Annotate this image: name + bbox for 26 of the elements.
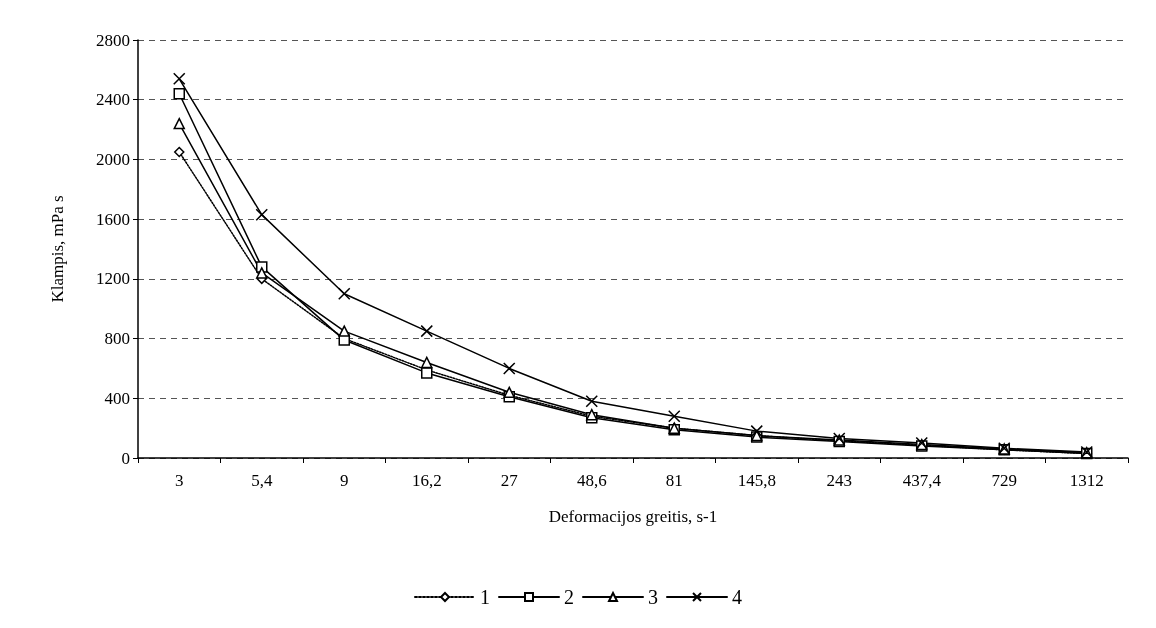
x-tick-label: 437,4 [902,471,942,490]
y-tick-label: 1600 [96,209,130,229]
x-tick-label: 3 [175,471,184,490]
y-tick-label: 800 [104,329,130,349]
x-tick-label: 27 [500,471,519,490]
x-tick-label: 9 [340,471,349,490]
y-tick-label: 0 [121,448,130,468]
y-tick-label: 2400 [96,90,130,110]
x-tick-label: 5,4 [251,471,273,490]
y-tick-label: 1200 [96,269,130,289]
legend-label: 3 [648,586,658,608]
x-tick-label: 1312 [1069,471,1104,490]
legend-label: 4 [732,586,742,608]
x-tick-label: 48,6 [576,471,607,490]
x-tick-label: 145,8 [737,471,776,490]
x-tick-label: 729 [991,471,1017,490]
x-tick-label: 243 [826,471,852,490]
y-tick-label: 2000 [96,149,130,169]
y-axis-title: Klampis, mPa s [48,195,67,303]
y-tick-label: 400 [104,388,130,408]
legend-label: 1 [480,586,490,608]
x-axis-title: Deformacijos greitis, s-1 [548,507,718,526]
x-tick-label: 81 [665,471,683,490]
y-tick-label: 2800 [96,30,130,50]
x-tick-label: 16,2 [411,471,442,490]
legend-label: 2 [564,586,574,608]
